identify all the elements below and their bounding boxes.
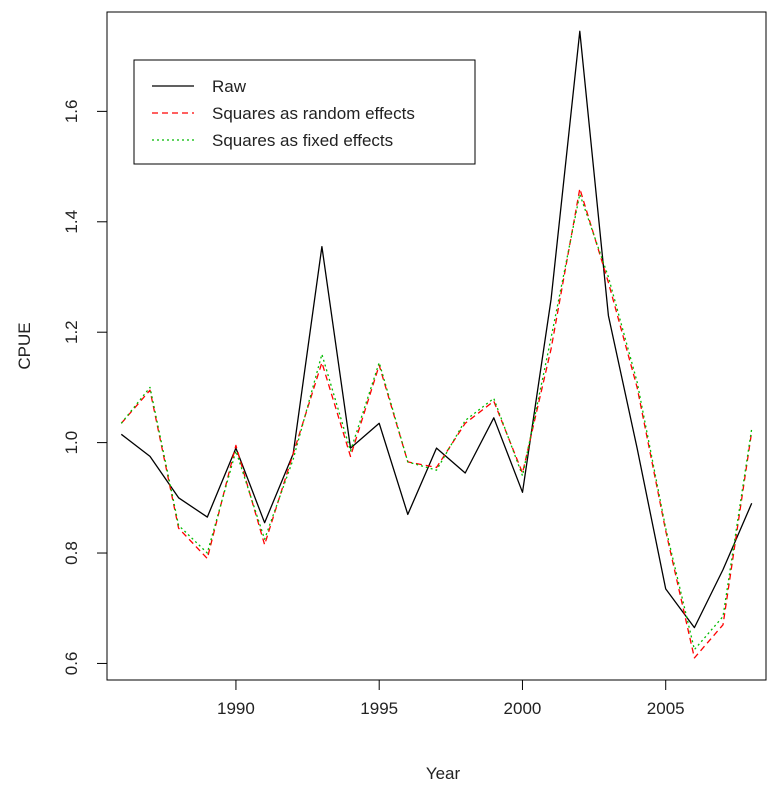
series-line-squares-as-random-effects [120,188,753,659]
legend-label-fixed-effects: Squares as fixed effects [212,131,393,150]
series-lines [120,30,753,659]
y-tick-label-0.8: 0.8 [62,541,81,565]
legend: Raw Squares as random effects Squares as… [133,59,476,165]
x-axis: 1990 1995 2000 2005 [217,680,685,718]
y-tick-label-1.6: 1.6 [62,100,81,124]
legend-label-random-effects: Squares as random effects [212,104,415,123]
x-tick-label-2005: 2005 [647,699,685,718]
series-line-squares-as-fixed-effects [120,193,753,651]
y-tick-label-1.2: 1.2 [62,320,81,344]
y-tick-label-1.0: 1.0 [62,431,81,455]
x-tick-label-1995: 1995 [360,699,398,718]
x-tick-label-2000: 2000 [504,699,542,718]
y-axis-label: CPUE [15,322,34,369]
x-axis-label: Year [426,764,461,783]
legend-entry-fixed-effects: Squares as fixed effects [152,131,393,150]
legend-label-raw: Raw [212,77,247,96]
legend-entry-random-effects: Squares as random effects [152,104,415,123]
y-axis: 0.6 0.8 1.0 1.2 1.4 1.6 [62,100,107,676]
legend-box [133,59,476,165]
legend-entry-raw: Raw [152,77,247,96]
y-tick-label-0.6: 0.6 [62,652,81,676]
y-tick-label-1.4: 1.4 [62,210,81,234]
x-tick-label-1990: 1990 [217,699,255,718]
series-line-raw [120,30,753,629]
plot-frame [106,11,767,681]
